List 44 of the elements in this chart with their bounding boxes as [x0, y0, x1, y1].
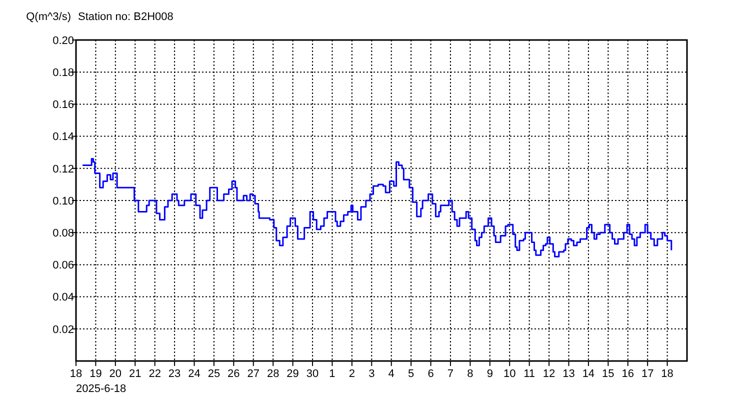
x-tick-label: 11 [524, 368, 536, 380]
chart-title: Station no: B2H008 [78, 11, 174, 23]
x-tick-label: 18 [661, 368, 674, 380]
y-tick-label: 0.06 [52, 260, 74, 272]
x-tick-label: 28 [266, 368, 280, 380]
text: 2025-6-18 [76, 383, 126, 395]
x-tick-label: 14 [582, 368, 595, 380]
y-tick-label: 0.14 [52, 131, 74, 144]
x-tick-label: 9 [486, 368, 493, 380]
x-tick-label: 21 [129, 368, 142, 380]
x-tick-label: 12 [542, 368, 556, 380]
y-axis-title: Q(m^3/s) [26, 11, 71, 23]
x-tick-label: 30 [306, 368, 319, 380]
y-tick-label: 0.18 [52, 66, 74, 79]
x-tick-label: 3 [368, 368, 375, 380]
x-tick-label: 22 [148, 368, 161, 380]
x-tick-label: 24 [188, 368, 200, 380]
x-tick-label: 8 [467, 368, 474, 380]
x-tick-label: 4 [388, 368, 394, 380]
x-tick-label: 10 [503, 368, 516, 380]
y-tick-label: 0.04 [52, 292, 74, 304]
x-tick-label: 1 [329, 368, 336, 380]
x-tick-label: 20 [109, 368, 122, 380]
x-tick-label: 13 [562, 368, 575, 380]
y-tick-label: 0.20 [52, 34, 74, 47]
x-tick-label: 17 [641, 368, 654, 380]
x-tick-label: 6 [428, 368, 434, 380]
x-tick-label: 19 [90, 368, 102, 380]
x-tick-label: 16 [622, 368, 634, 380]
x-tick-label: 7 [447, 368, 454, 380]
y-tick-label: 0.12 [52, 163, 74, 176]
x-tick-label: 25 [208, 368, 220, 380]
y-tick-label: 0.10 [52, 195, 74, 208]
x-tick-label: 2 [348, 368, 355, 380]
x-tick-label: 18 [70, 368, 82, 380]
y-tick-label: 0.02 [52, 324, 74, 336]
x-tick-label: 23 [168, 368, 181, 380]
x-tick-label: 29 [286, 368, 299, 380]
y-tick-label: 0.08 [52, 227, 74, 240]
x-tick-label: 26 [228, 368, 240, 380]
x-tick-label: 5 [408, 368, 414, 380]
x-tick-label: 27 [247, 368, 260, 380]
x-tick-label: 15 [602, 368, 614, 380]
y-tick-label: 0.16 [52, 99, 74, 112]
